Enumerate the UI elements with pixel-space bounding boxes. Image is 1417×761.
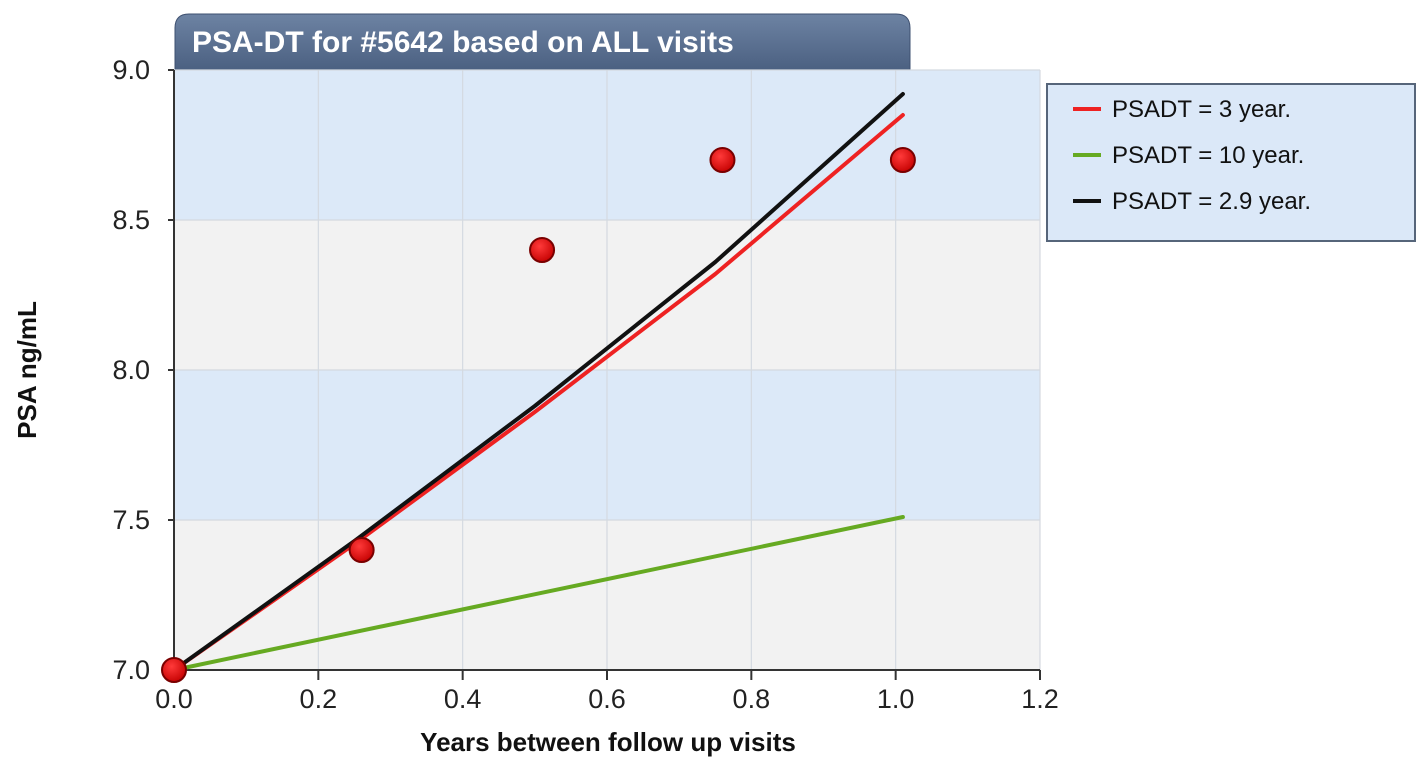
axes [168,69,1041,680]
legend: PSADT = 3 year. PSADT = 10 year. PSADT = 2… [1046,83,1416,242]
data-point [529,237,556,263]
legend-box [1046,83,1416,242]
x-tick-label: 0.2 [300,684,338,714]
x-tick-label: 0.6 [588,684,626,714]
y-tick-label: 9.0 [112,55,150,85]
data-points [161,147,916,683]
x-tick-label: 1.2 [1021,684,1059,714]
y-axis-title: PSA ng/mL [12,301,42,439]
data-point [709,147,736,173]
legend-label: PSADT = 3 year. [1112,96,1291,123]
data-point [889,147,916,173]
y-tick-label: 8.5 [112,205,150,235]
series-line [172,92,905,672]
data-point [348,537,375,563]
chart-title: PSA-DT for #5642 based on ALL visits [192,26,734,59]
x-tick-label: 1.0 [877,684,915,714]
y-tick-label: 7.0 [112,655,150,685]
y-tick-label: 7.5 [112,505,150,535]
x-tick-label: 0.4 [444,684,482,714]
y-tick-labels: 7.0 7.5 8.0 8.5 9.0 [112,55,150,685]
y-tick-label: 8.0 [112,355,150,385]
legend-label: PSADT = 10 year. [1112,142,1304,169]
chart-title-tab [174,13,911,73]
x-tick-label: 0.8 [733,684,771,714]
x-tick-labels: 0.0 0.2 0.4 0.6 0.8 1.0 1.2 [155,684,1059,714]
x-axis-title: Years between follow up visits [420,727,796,757]
legend-label: PSADT = 2.9 year. [1112,188,1311,215]
series-lines [172,92,905,672]
x-tick-label: 0.0 [155,684,193,714]
data-point [161,657,187,683]
series-line [172,515,905,672]
